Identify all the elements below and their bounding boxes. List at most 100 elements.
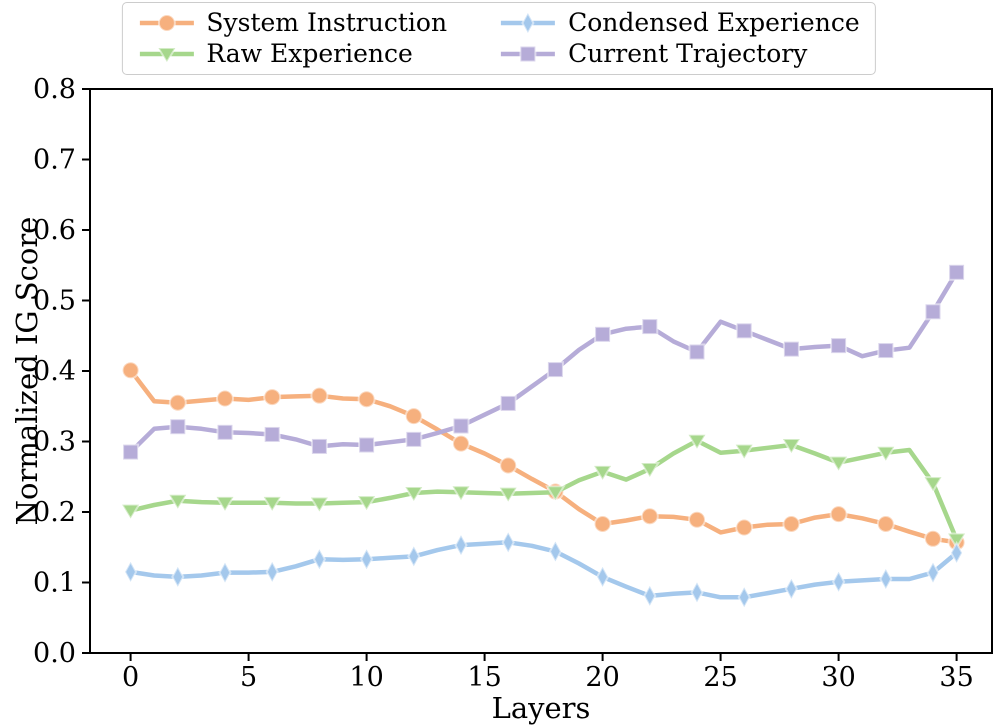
triangle-down-marker	[120, 503, 141, 521]
circle-marker	[168, 393, 187, 412]
triangle-down-marker	[497, 486, 519, 504]
thin-diamond-marker	[407, 544, 421, 569]
triangle-down-marker	[545, 485, 566, 503]
triangle-down-marker	[686, 433, 708, 451]
thin-diamond-marker	[643, 583, 657, 608]
legend-swatch-thin-diamond-icon	[501, 10, 556, 36]
triangle-down-marker	[214, 495, 236, 513]
triangle-down-marker	[356, 495, 377, 513]
series-line-condensed-experience	[128, 540, 959, 600]
x-tick-label: 10	[349, 662, 383, 693]
triangle-down-marker	[733, 443, 755, 461]
triangle-down-marker	[828, 455, 849, 473]
series-raw-experience	[120, 433, 967, 550]
triangle-down-marker	[781, 438, 802, 455]
square-marker	[499, 394, 517, 412]
triangle-down-marker	[167, 493, 189, 511]
legend-swatch-triangle-down-icon	[139, 47, 194, 64]
square-marker	[641, 318, 659, 336]
thin-diamond-marker	[595, 564, 610, 589]
y-tick-label: 0.1	[33, 568, 76, 599]
square-marker	[924, 303, 942, 321]
square-marker	[688, 343, 706, 361]
thin-diamond-marker	[879, 566, 893, 592]
x-tick-label: 30	[821, 662, 855, 693]
thin-diamond-marker	[521, 10, 535, 36]
square-marker	[122, 443, 140, 461]
square-marker	[948, 263, 966, 281]
legend-item-system-instruction: System Instruction	[137, 8, 447, 38]
series-system-instruction	[121, 361, 966, 552]
square-marker	[594, 325, 612, 343]
circle-marker	[782, 514, 801, 533]
y-axis-ticks: 0.0 0.1 0.2 0.3 0.4 0.5 0.6 0.7 0.8	[33, 74, 90, 669]
thin-diamond-marker	[171, 564, 185, 589]
circle-marker	[404, 407, 423, 426]
circle-marker	[310, 386, 329, 405]
square-marker	[735, 322, 753, 340]
square-marker	[546, 361, 564, 379]
series-condensed-experience	[123, 530, 964, 610]
x-tick-label: 25	[703, 662, 737, 693]
legend-label: Condensed Experience	[568, 8, 860, 37]
triangle-down-marker	[592, 464, 613, 482]
square-marker	[405, 430, 423, 448]
thin-diamond-marker	[949, 540, 964, 565]
circle-marker	[215, 389, 234, 408]
square-marker	[358, 436, 376, 454]
y-axis-label: Normalized IG Score	[10, 216, 44, 526]
circle-marker	[829, 505, 848, 524]
legend-swatch-circle-icon	[139, 14, 194, 32]
thin-diamond-marker	[312, 547, 327, 572]
circle-marker	[451, 434, 470, 453]
x-tick-label: 35	[939, 662, 973, 693]
thin-diamond-marker	[265, 559, 279, 585]
legend-label: System Instruction	[206, 8, 448, 37]
x-tick-label: 5	[240, 662, 257, 693]
thin-diamond-marker	[926, 560, 940, 585]
square-marker	[782, 340, 800, 358]
legend-item-condensed-experience: Condensed Experience	[499, 8, 860, 38]
triangle-down-marker	[403, 485, 425, 503]
square-marker	[216, 423, 234, 441]
square-marker	[877, 342, 895, 360]
circle-marker	[357, 390, 376, 409]
circle-marker	[687, 510, 706, 529]
circle-marker	[157, 14, 176, 32]
thin-diamond-marker	[737, 585, 751, 610]
x-tick-label: 20	[585, 662, 619, 693]
circle-marker	[263, 388, 282, 407]
y-tick-label: 0.7	[33, 145, 76, 176]
plot-area-border	[89, 88, 993, 654]
circle-marker	[499, 456, 518, 475]
circle-marker	[735, 518, 754, 537]
circle-marker	[876, 514, 895, 533]
legend: System Instruction Raw Experience Condense…	[121, 2, 876, 75]
circle-marker	[923, 529, 942, 548]
series-line-current-trajectory	[128, 270, 959, 455]
legend-item-raw-experience: Raw Experience	[137, 39, 447, 69]
x-axis-label: Layers	[491, 691, 591, 725]
legend-swatch-square-icon	[501, 45, 556, 63]
square-marker	[830, 337, 848, 355]
thin-diamond-marker	[359, 547, 374, 572]
thin-diamond-marker	[218, 560, 232, 585]
y-tick-label: 0.0	[33, 638, 76, 669]
triangle-down-marker	[261, 495, 283, 513]
circle-marker	[640, 507, 659, 526]
thin-diamond-marker	[690, 580, 704, 605]
y-tick-label: 0.4	[33, 356, 76, 387]
x-tick-label: 0	[122, 662, 139, 693]
square-marker	[169, 418, 187, 436]
y-tick-label: 0.3	[33, 427, 76, 458]
square-marker	[452, 417, 470, 435]
triangle-down-marker	[922, 476, 944, 494]
triangle-down-marker	[156, 47, 177, 64]
x-axis-ticks: 0 5 10 15 20 25 30 35	[122, 653, 974, 693]
thin-diamond-marker	[123, 559, 138, 585]
circle-marker	[121, 361, 140, 380]
x-tick-label: 15	[467, 662, 501, 693]
series-current-trajectory	[122, 263, 966, 461]
legend-label: Raw Experience	[206, 39, 413, 68]
